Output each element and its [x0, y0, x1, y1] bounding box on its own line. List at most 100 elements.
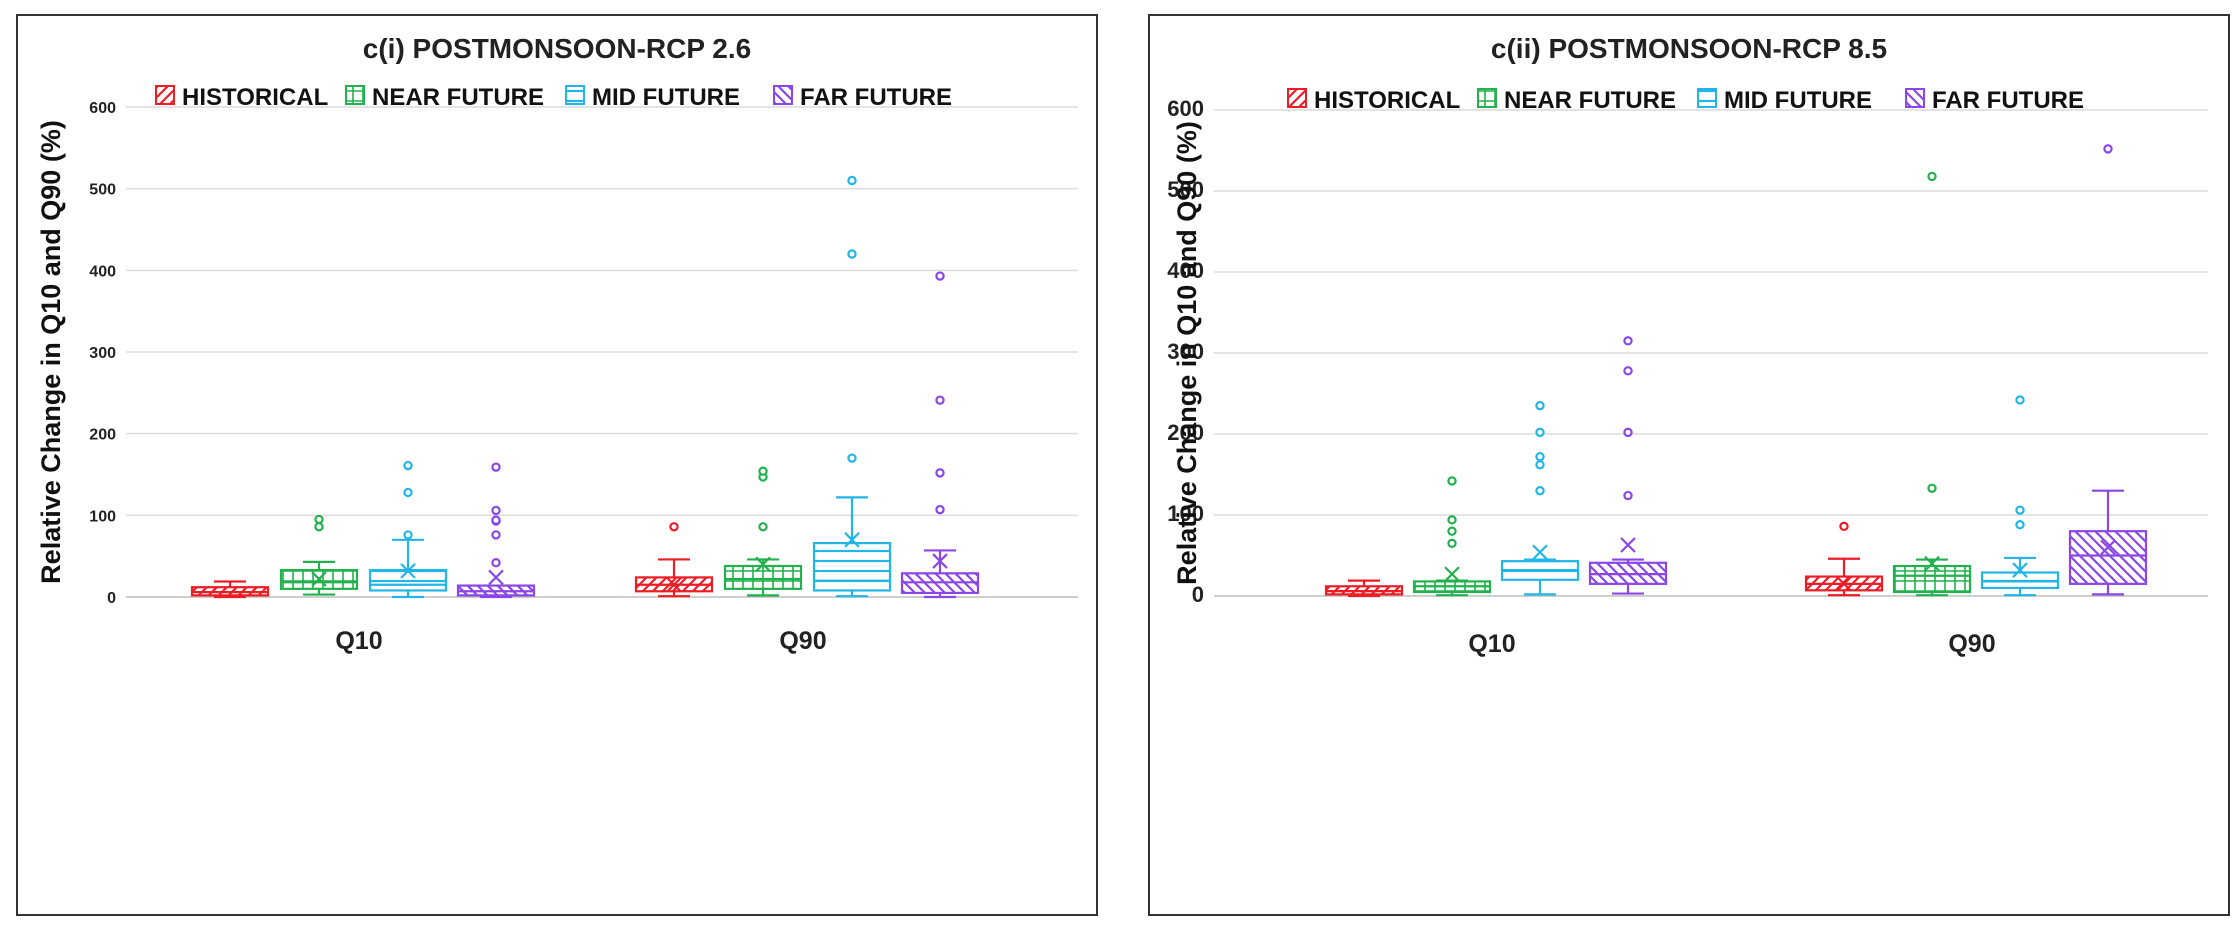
chart-title: c(ii) POSTMONSOON-RCP 8.5 [1491, 33, 1887, 64]
outlier-point [1623, 366, 1633, 376]
mean-marker [755, 556, 771, 573]
outlier-point [1447, 526, 1457, 536]
outlier-point [1623, 336, 1633, 346]
y-tick-label: 200 [1167, 420, 1204, 445]
chart-title: c(i) POSTMONSOON-RCP 2.6 [363, 33, 751, 64]
outlier-point [935, 395, 945, 405]
chart-panel-rcp85: c(ii) POSTMONSOON-RCP 8.5 HISTORICAL NEAR … [1148, 14, 2230, 916]
legend-swatch-near-future [1477, 88, 1497, 108]
y-tick-label: 600 [89, 100, 116, 117]
box-historical-q90 [634, 522, 714, 598]
box-far-future-q10 [456, 462, 536, 599]
outlier-point [491, 462, 501, 472]
mean-marker [2100, 539, 2116, 556]
mean-marker [2012, 562, 2028, 578]
mean-marker [1532, 544, 1548, 561]
legend-swatch-far-future [773, 85, 793, 105]
mean-marker [932, 553, 948, 569]
outlier-point [935, 468, 945, 478]
box-far-future-q10 [1588, 336, 1668, 595]
legend-swatch-mid-future [565, 85, 585, 105]
outlier-point [491, 558, 501, 568]
mean-marker [1924, 555, 1940, 572]
box-near-future-q10 [279, 514, 359, 596]
outlier-point [758, 466, 768, 476]
mean-marker [1836, 576, 1852, 592]
mean-marker [844, 532, 860, 548]
x-tick-label-q10: Q10 [335, 627, 382, 655]
y-tick-label: 100 [89, 508, 116, 525]
outlier-point [403, 487, 413, 498]
outlier-point [2015, 395, 2025, 405]
outlier-point [2015, 505, 2025, 515]
outlier-point [1927, 171, 1937, 182]
y-tick-label: 0 [107, 590, 116, 607]
outlier-point [314, 514, 324, 525]
mean-marker [1620, 537, 1636, 553]
outlier-point [1447, 515, 1457, 525]
x-tick-label-q90: Q90 [1948, 630, 1995, 658]
outlier-point [2015, 520, 2025, 530]
outlier-point [1623, 427, 1633, 438]
outlier-point [758, 522, 768, 532]
outlier-point [1535, 451, 1545, 462]
box-near-future-q90 [1892, 171, 1972, 597]
box-historical-q90 [1804, 521, 1884, 597]
box-iqr [1892, 564, 1972, 594]
box-iqr [723, 564, 803, 590]
box-historical-q10 [1324, 579, 1404, 598]
mean-marker [311, 571, 327, 587]
outlier-point [847, 453, 857, 463]
y-tick-label: 500 [1167, 177, 1204, 202]
box-iqr [812, 541, 892, 592]
y-tick-label: 100 [1167, 501, 1204, 526]
box-mid-future-q10 [1500, 400, 1580, 596]
box-near-future-q90 [723, 466, 803, 597]
outlier-point [403, 460, 413, 471]
outlier-point [1623, 490, 1633, 501]
box-far-future-q90 [2068, 144, 2148, 596]
x-tick-label-q90: Q90 [779, 627, 826, 655]
legend-swatch-far-future [1905, 88, 1925, 108]
outlier-point [935, 504, 945, 515]
outlier-point [314, 522, 324, 532]
outlier-point [491, 515, 501, 525]
y-tick-label: 0 [1192, 582, 1204, 607]
y-tick-label: 400 [1167, 258, 1204, 283]
chart-panel-rcp26: c(i) POSTMONSOON-RCP 2.6 HISTORICAL NEAR F… [16, 14, 1098, 916]
outlier-point [1447, 476, 1457, 486]
outlier-point [1535, 486, 1545, 496]
outlier-point [1839, 521, 1849, 532]
box-near-future-q10 [1412, 476, 1492, 597]
box-mid-future-q90 [1980, 395, 2060, 597]
outlier-point [1447, 538, 1457, 549]
y-tick-label: 600 [1167, 96, 1204, 121]
outlier-point [847, 175, 857, 186]
outlier-point [847, 249, 857, 259]
y-tick-label: 300 [89, 345, 116, 362]
y-tick-label: 400 [89, 263, 116, 280]
mean-marker [488, 569, 504, 586]
legend-swatch-near-future [345, 85, 365, 105]
mean-marker [400, 563, 416, 579]
outlier-point [403, 530, 413, 540]
box-iqr [1980, 571, 2060, 590]
y-tick-label: 200 [89, 427, 116, 444]
y-axis-label: Relative Change in Q10 and Q90 (%) [1172, 121, 1202, 585]
outlier-point [1927, 483, 1937, 493]
y-tick-label: 300 [1167, 339, 1204, 364]
outlier-point [2103, 144, 2113, 154]
box-mid-future-q90 [812, 175, 892, 598]
outlier-point [669, 522, 679, 532]
outlier-point [935, 271, 945, 281]
outlier-point [1535, 400, 1545, 411]
outlier-point [1535, 460, 1545, 470]
outlier-point [491, 530, 501, 540]
mean-marker [1444, 566, 1460, 582]
legend-swatch-historical [155, 85, 175, 105]
y-axis-label: Relative Change in Q10 and Q90 (%) [36, 120, 66, 584]
outlier-point [491, 505, 501, 516]
x-tick-label-q10: Q10 [1468, 630, 1515, 658]
